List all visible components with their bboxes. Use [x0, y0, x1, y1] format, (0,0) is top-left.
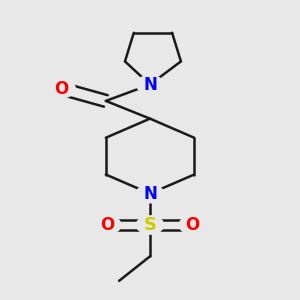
Text: O: O: [55, 80, 69, 98]
Text: N: N: [143, 76, 157, 94]
Text: O: O: [186, 216, 200, 234]
Ellipse shape: [136, 184, 164, 203]
Ellipse shape: [136, 75, 164, 94]
Text: S: S: [143, 216, 157, 234]
Ellipse shape: [94, 216, 121, 234]
Ellipse shape: [179, 216, 206, 234]
Ellipse shape: [136, 216, 164, 234]
Ellipse shape: [48, 80, 75, 98]
Text: N: N: [143, 184, 157, 202]
Text: O: O: [100, 216, 114, 234]
